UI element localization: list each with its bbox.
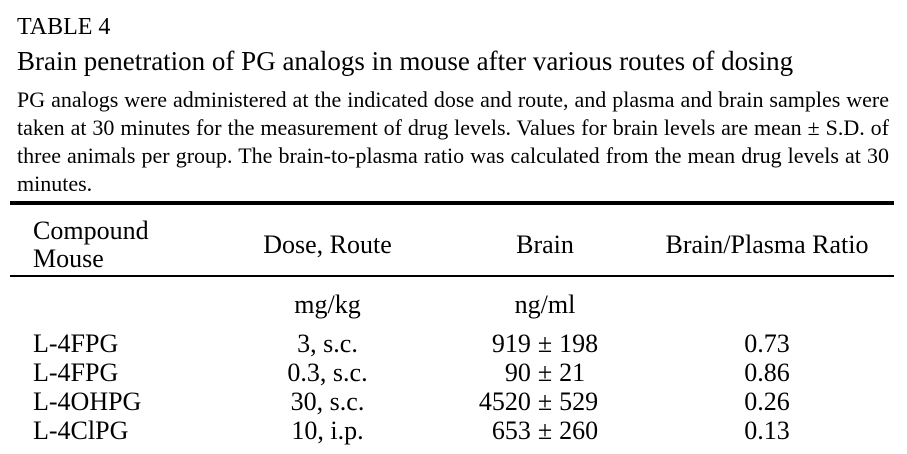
dose-units: mg/kg xyxy=(294,290,361,319)
plus-minus-sign: ± xyxy=(537,329,553,358)
col-header-compound: Compound Mouse xyxy=(33,216,149,273)
table-row: L-4FPG 0.3, s.c. 90 ± 21 0.86 xyxy=(10,358,894,387)
table-row: L-4ClPG 10, i.p. 653 ± 260 0.13 xyxy=(10,416,894,454)
brain-level-cell: 90 ± 21 xyxy=(450,358,640,387)
dose-route-cell: 3, s.c. xyxy=(297,329,358,358)
units-spacer xyxy=(10,276,205,319)
brain-plasma-ratio-cell: 0.26 xyxy=(744,387,790,416)
brain-mean-value: 919 xyxy=(491,329,531,358)
brain-sd-value: 21 xyxy=(559,358,586,387)
brain-mean-value: 653 xyxy=(491,416,531,445)
units-spacer xyxy=(640,276,894,319)
brain-mean-value: 4520 xyxy=(478,387,531,416)
brain-plasma-ratio-cell: 0.86 xyxy=(744,358,790,387)
col-header-dose-route: Dose, Route xyxy=(263,230,392,259)
plus-minus-sign: ± xyxy=(537,358,553,387)
table-number-label: TABLE 4 xyxy=(17,14,111,40)
units-row: mg/kg ng/ml xyxy=(10,276,894,319)
brain-level-cell: 4520 ± 529 xyxy=(450,387,640,416)
dose-route-cell: 0.3, s.c. xyxy=(287,358,368,387)
compound-cell: L-4FPG xyxy=(33,358,119,387)
plus-minus-sign: ± xyxy=(537,387,553,416)
col-header-brain-plasma-ratio: Brain/Plasma Ratio xyxy=(665,230,869,259)
header-row: Compound Mouse Dose, Route Brain Brain/P… xyxy=(10,203,894,276)
brain-plasma-ratio-cell: 0.13 xyxy=(744,416,790,445)
table-row: L-4OHPG 30, s.c. 4520 ± 529 0.26 xyxy=(10,387,894,416)
table-caption: PG analogs were administered at the indi… xyxy=(17,87,889,196)
compound-cell: L-4OHPG xyxy=(33,387,142,416)
brain-sd-value: 529 xyxy=(559,387,599,416)
brain-sd-value: 260 xyxy=(559,416,599,445)
brain-level-cell: 653 ± 260 xyxy=(450,416,640,454)
table-row: L-4FPG 3, s.c. 919 ± 198 0.73 xyxy=(10,319,894,358)
brain-plasma-ratio-cell: 0.73 xyxy=(744,329,790,358)
brain-sd-value: 198 xyxy=(559,329,599,358)
dose-route-cell: 10, i.p. xyxy=(291,416,364,445)
compound-cell: L-4ClPG xyxy=(33,416,129,445)
data-table: Compound Mouse Dose, Route Brain Brain/P… xyxy=(10,201,894,454)
col-header-brain: Brain xyxy=(516,230,574,259)
brain-mean-value: 90 xyxy=(504,358,531,387)
plus-minus-sign: ± xyxy=(537,416,553,445)
table-title: Brain penetration of PG analogs in mouse… xyxy=(17,46,794,76)
brain-units: ng/ml xyxy=(514,290,576,319)
compound-cell: L-4FPG xyxy=(33,329,119,358)
brain-level-cell: 919 ± 198 xyxy=(450,319,640,358)
dose-route-cell: 30, s.c. xyxy=(290,387,365,416)
